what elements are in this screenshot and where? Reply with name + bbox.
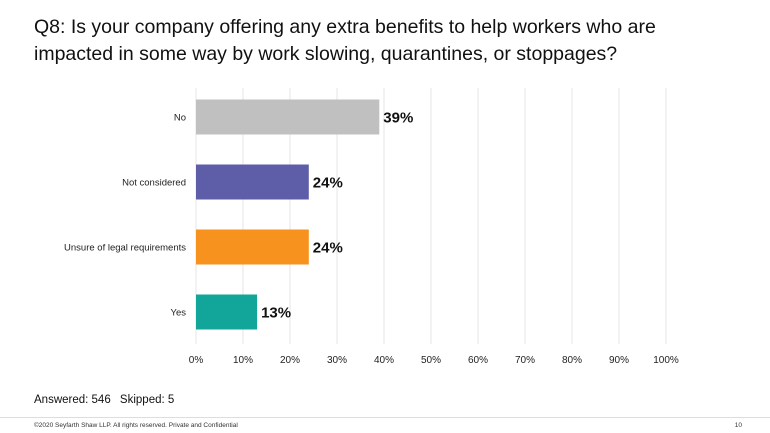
bar [196,164,309,200]
footer-divider [0,417,770,418]
x-tick-label: 30% [327,355,347,366]
skipped-count: Skipped: 5 [119,394,175,406]
x-tick-label: 40% [374,355,394,366]
data-label: 39% [383,110,413,127]
chart-title-line-2: impacted in some way by work slowing, qu… [34,43,618,65]
x-tick-label: 20% [280,355,300,366]
x-tick-label: 10% [233,355,253,366]
category-label: Unsure of legal requirements [64,243,186,254]
category-label: Yes [171,308,187,319]
bar-chart: 0% 10% 20% 30% 40% 50% 60% 70% 80% 90% 100% No 39% No… [64,88,679,366]
x-tick-label: 70% [515,355,535,366]
page-number: 10 [734,422,742,429]
bar [196,229,309,265]
x-tick-label: 100% [653,355,679,366]
chart-title: Q8: Is your company offering any extra b… [34,14,754,68]
x-tick-label: 50% [421,355,441,366]
x-tick-label: 0% [189,355,204,366]
x-tick-label: 80% [562,355,582,366]
chart-title-line-1: Q8: Is your company offering any extra b… [34,16,656,38]
x-tick-label: 60% [468,355,488,366]
footer-copyright: ©2020 Seyfarth Shaw LLP. All rights rese… [34,422,238,429]
data-label: 13% [261,305,291,322]
category-label: No [174,113,186,124]
data-label: 24% [313,240,343,257]
x-tick-label: 90% [609,355,629,366]
bar [196,294,258,330]
bar [196,99,380,135]
data-label: 24% [313,175,343,192]
response-summary: Answered: 546 Skipped: 5 [34,394,180,406]
category-label: Not considered [122,178,186,189]
answered-count: Answered: 546 [34,394,111,406]
